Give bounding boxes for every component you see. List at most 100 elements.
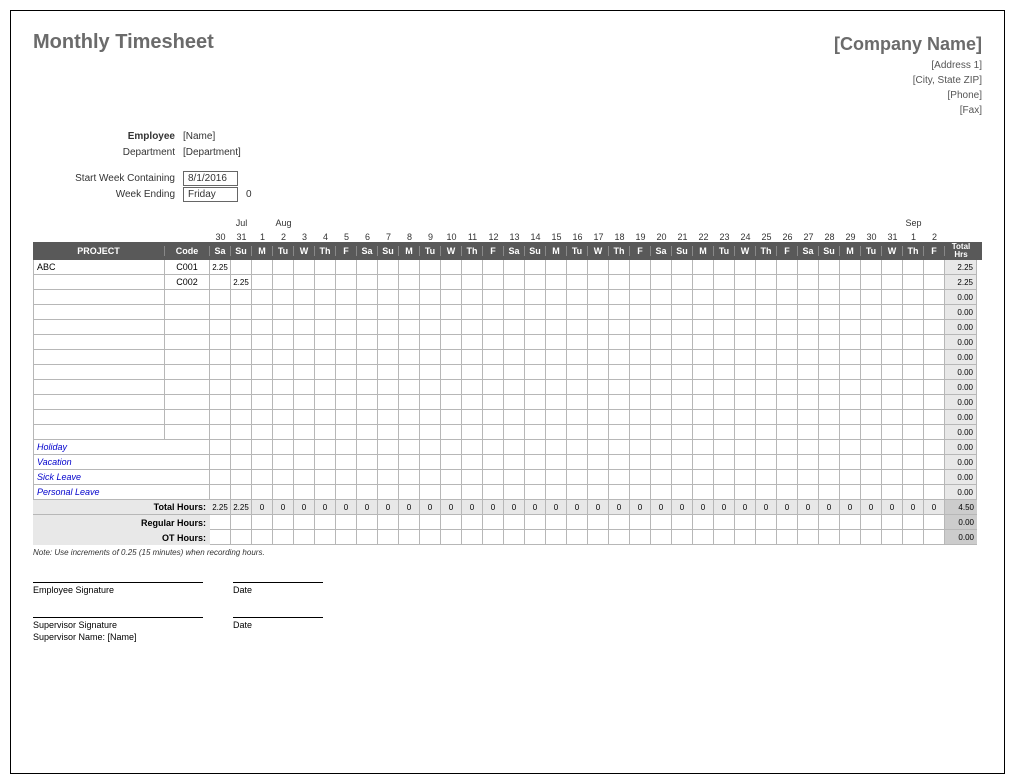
hours-cell[interactable]	[798, 320, 819, 335]
leave-cell[interactable]	[420, 455, 441, 470]
hours-cell[interactable]	[609, 425, 630, 440]
hours-cell[interactable]: 2.25	[210, 260, 231, 275]
hours-cell[interactable]	[294, 350, 315, 365]
hours-cell[interactable]	[420, 320, 441, 335]
leave-cell[interactable]	[777, 485, 798, 500]
hours-cell[interactable]	[336, 260, 357, 275]
hours-cell[interactable]	[420, 275, 441, 290]
leave-cell[interactable]	[882, 470, 903, 485]
code-cell[interactable]	[165, 395, 210, 410]
hours-cell[interactable]	[651, 350, 672, 365]
hours-cell[interactable]	[693, 275, 714, 290]
hours-cell[interactable]	[924, 275, 945, 290]
leave-cell[interactable]	[315, 440, 336, 455]
hours-cell[interactable]	[399, 290, 420, 305]
leave-cell[interactable]	[903, 440, 924, 455]
hours-cell[interactable]	[336, 350, 357, 365]
hours-cell[interactable]	[798, 410, 819, 425]
hours-cell[interactable]	[609, 410, 630, 425]
hours-cell[interactable]	[588, 320, 609, 335]
hours-cell[interactable]	[567, 305, 588, 320]
leave-cell[interactable]	[840, 455, 861, 470]
hours-cell[interactable]	[294, 260, 315, 275]
leave-cell[interactable]	[399, 455, 420, 470]
leave-cell[interactable]	[294, 470, 315, 485]
hours-cell[interactable]	[252, 380, 273, 395]
hours-cell[interactable]	[294, 305, 315, 320]
leave-cell[interactable]	[609, 440, 630, 455]
leave-cell[interactable]	[588, 485, 609, 500]
leave-cell[interactable]	[756, 440, 777, 455]
leave-cell[interactable]	[924, 440, 945, 455]
hours-cell[interactable]	[315, 365, 336, 380]
hours-cell[interactable]	[252, 395, 273, 410]
hours-cell[interactable]	[609, 320, 630, 335]
hours-cell[interactable]	[399, 320, 420, 335]
hours-cell[interactable]	[777, 365, 798, 380]
hours-cell[interactable]	[924, 365, 945, 380]
hours-cell[interactable]	[840, 290, 861, 305]
hours-cell[interactable]	[651, 275, 672, 290]
leave-cell[interactable]	[525, 440, 546, 455]
hours-cell[interactable]	[231, 395, 252, 410]
hours-cell[interactable]	[273, 350, 294, 365]
hours-cell[interactable]	[483, 275, 504, 290]
regular-hours-cell[interactable]	[294, 515, 315, 530]
regular-hours-cell[interactable]	[903, 515, 924, 530]
hours-cell[interactable]	[735, 305, 756, 320]
leave-cell[interactable]	[672, 455, 693, 470]
leave-cell[interactable]	[378, 440, 399, 455]
hours-cell[interactable]	[630, 395, 651, 410]
hours-cell[interactable]	[294, 425, 315, 440]
hours-cell[interactable]	[399, 305, 420, 320]
hours-cell[interactable]	[840, 320, 861, 335]
hours-cell[interactable]	[252, 305, 273, 320]
hours-cell[interactable]	[420, 365, 441, 380]
hours-cell[interactable]	[714, 425, 735, 440]
hours-cell[interactable]	[693, 335, 714, 350]
hours-cell[interactable]	[861, 410, 882, 425]
leave-cell[interactable]	[756, 470, 777, 485]
leave-cell[interactable]	[210, 440, 231, 455]
leave-cell[interactable]	[525, 470, 546, 485]
leave-cell[interactable]	[609, 455, 630, 470]
hours-cell[interactable]	[903, 395, 924, 410]
ot-hours-cell[interactable]	[567, 530, 588, 545]
hours-cell[interactable]	[525, 290, 546, 305]
hours-cell[interactable]	[693, 260, 714, 275]
hours-cell[interactable]	[693, 305, 714, 320]
regular-hours-cell[interactable]	[840, 515, 861, 530]
hours-cell[interactable]	[756, 350, 777, 365]
hours-cell[interactable]	[903, 275, 924, 290]
hours-cell[interactable]: 2.25	[231, 275, 252, 290]
hours-cell[interactable]	[273, 290, 294, 305]
project-cell[interactable]	[33, 290, 165, 305]
hours-cell[interactable]	[714, 290, 735, 305]
hours-cell[interactable]	[588, 365, 609, 380]
hours-cell[interactable]	[777, 425, 798, 440]
hours-cell[interactable]	[504, 290, 525, 305]
regular-hours-cell[interactable]	[252, 515, 273, 530]
hours-cell[interactable]	[420, 335, 441, 350]
leave-cell[interactable]	[840, 440, 861, 455]
hours-cell[interactable]	[714, 320, 735, 335]
leave-cell[interactable]	[588, 455, 609, 470]
hours-cell[interactable]	[567, 410, 588, 425]
leave-cell[interactable]	[294, 485, 315, 500]
employee-signature-date[interactable]: Date	[233, 582, 323, 595]
ot-hours-cell[interactable]	[462, 530, 483, 545]
hours-cell[interactable]	[483, 395, 504, 410]
leave-cell[interactable]	[693, 440, 714, 455]
hours-cell[interactable]	[462, 380, 483, 395]
leave-cell[interactable]	[735, 485, 756, 500]
leave-cell[interactable]	[567, 485, 588, 500]
leave-cell[interactable]	[903, 455, 924, 470]
hours-cell[interactable]	[357, 320, 378, 335]
hours-cell[interactable]	[315, 320, 336, 335]
hours-cell[interactable]	[441, 395, 462, 410]
regular-hours-cell[interactable]	[735, 515, 756, 530]
hours-cell[interactable]	[861, 425, 882, 440]
hours-cell[interactable]	[777, 275, 798, 290]
hours-cell[interactable]	[756, 410, 777, 425]
hours-cell[interactable]	[777, 395, 798, 410]
